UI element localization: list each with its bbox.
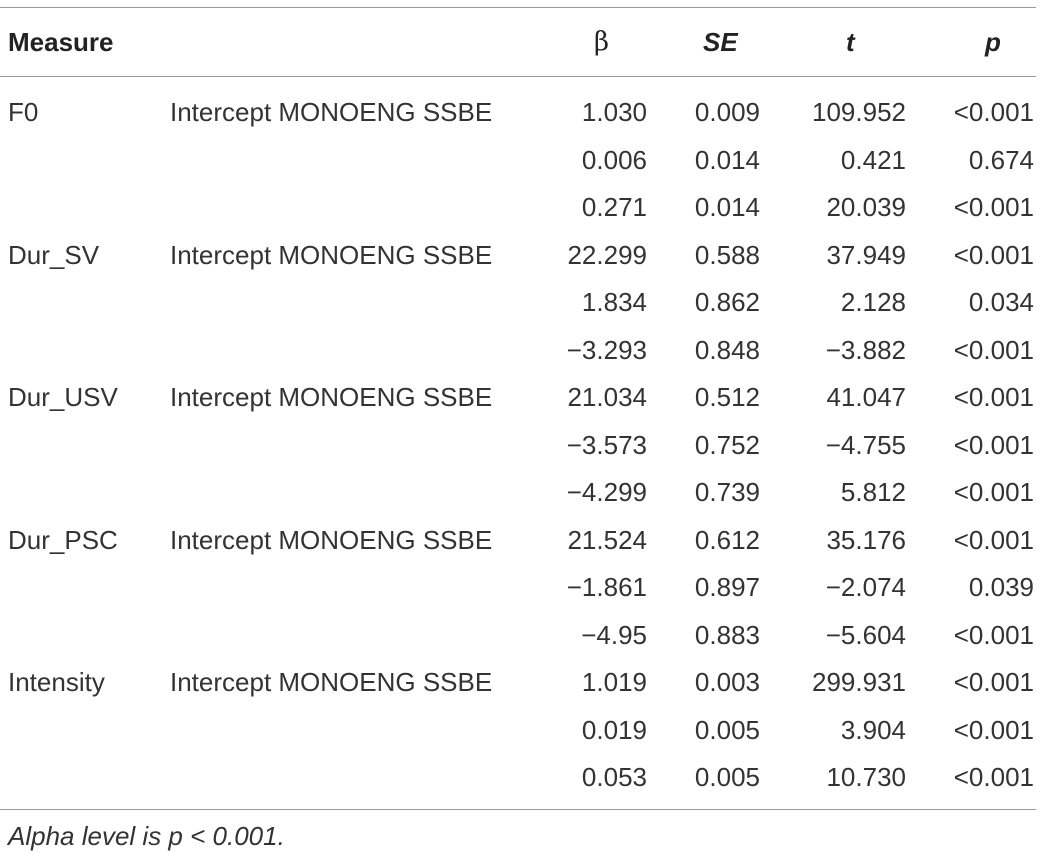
table-row: 0.019 0.005 3.904 <0.001 — [0, 707, 1042, 755]
table-header-row: Measure β SE t p — [0, 8, 1042, 76]
table-body: F0 Intercept MONOENG SSBE 1.030 0.009 109.95… — [0, 89, 1042, 802]
table-row: −3.293 0.848 −3.882 <0.001 — [0, 327, 1042, 375]
cell-t: 299.931 — [812, 667, 906, 697]
cell-term: Intercept MONOENG SSBE — [170, 667, 493, 697]
cell-p: <0.001 — [953, 192, 1034, 222]
cell-p: <0.001 — [953, 382, 1034, 412]
cell-term: Intercept MONOENG SSBE — [170, 524, 493, 555]
cell-p: 0.039 — [968, 572, 1034, 602]
header-measure: Measure — [8, 27, 114, 57]
cell-measure: Dur_USV — [8, 382, 118, 412]
table-row: −4.95 0.883 −5.604 <0.001 — [0, 612, 1042, 660]
header-beta: β — [594, 27, 610, 57]
header-se: SE — [703, 27, 738, 57]
table-top-rule — [0, 7, 1036, 8]
table-row: 0.271 0.014 20.039 <0.001 — [0, 184, 1042, 232]
header-p: p — [985, 27, 1001, 57]
cell-term: Intercept MONOENG SSBE — [170, 239, 493, 270]
cell-t: 35.176 — [826, 524, 906, 555]
cell-t: 3.904 — [840, 714, 906, 745]
cell-beta: −4.299 — [566, 477, 647, 507]
cell-se: 0.739 — [694, 477, 760, 507]
cell-t: −3.882 — [825, 334, 906, 365]
cell-t: 0.421 — [840, 144, 906, 175]
cell-se: 0.512 — [694, 382, 760, 412]
cell-beta: 0.019 — [581, 714, 647, 745]
cell-se: 0.883 — [694, 619, 760, 650]
table-row: F0 Intercept MONOENG SSBE 1.030 0.009 109.95… — [0, 89, 1042, 137]
cell-p: <0.001 — [953, 714, 1034, 745]
cell-beta: 21.524 — [567, 524, 647, 555]
cell-p: <0.001 — [953, 334, 1034, 365]
table-row: −3.573 0.752 −4.755 <0.001 — [0, 422, 1042, 470]
table-row: Dur_PSC Intercept MONOENG SSBE 21.524 0.612… — [0, 517, 1042, 565]
cell-se: 0.588 — [694, 239, 760, 270]
table-row: −1.861 0.897 −2.074 0.039 — [0, 564, 1042, 612]
table-footnote: Alpha level is p < 0.001. — [8, 821, 285, 851]
cell-beta: 21.034 — [567, 382, 647, 412]
cell-se: 0.752 — [694, 429, 760, 460]
cell-beta: −3.573 — [566, 429, 647, 460]
cell-p: 0.034 — [968, 287, 1034, 317]
table-row: Intensity Intercept MONOENG SSBE 1.019 0.00… — [0, 659, 1042, 707]
cell-measure: Intensity — [8, 667, 105, 697]
cell-se: 0.862 — [694, 287, 760, 317]
cell-t: 37.949 — [826, 239, 906, 270]
cell-p: <0.001 — [953, 619, 1034, 650]
cell-p: <0.001 — [953, 97, 1034, 127]
cell-beta: −3.293 — [566, 334, 647, 365]
cell-beta: −4.95 — [581, 619, 647, 650]
cell-p: <0.001 — [953, 477, 1034, 507]
cell-t: 109.952 — [812, 97, 906, 127]
cell-term: Intercept MONOENG SSBE — [170, 382, 493, 412]
cell-p: <0.001 — [953, 429, 1034, 460]
cell-se: 0.014 — [694, 144, 760, 175]
table-row: 0.053 0.005 10.730 <0.001 — [0, 754, 1042, 802]
cell-term: Intercept MONOENG SSBE — [170, 97, 493, 127]
cell-measure: F0 — [8, 97, 39, 127]
cell-measure: Dur_SV — [8, 239, 100, 270]
cell-beta: −1.861 — [566, 572, 647, 602]
header-t: t — [846, 27, 855, 57]
cell-t: −5.604 — [825, 619, 906, 650]
cell-p: <0.001 — [953, 762, 1034, 792]
table-row: 1.834 0.862 2.128 0.034 — [0, 279, 1042, 327]
cell-t: 2.128 — [840, 287, 906, 317]
cell-t: 20.039 — [826, 192, 906, 222]
table-row: 0.006 0.014 0.421 0.674 — [0, 137, 1042, 185]
cell-beta: 0.053 — [581, 762, 647, 792]
table-header-rule — [0, 76, 1036, 77]
table-bottom-rule — [0, 809, 1036, 810]
cell-measure: Dur_PSC — [8, 524, 118, 555]
cell-se: 0.897 — [694, 572, 760, 602]
table-row: Dur_SV Intercept MONOENG SSBE 22.299 0.588 3… — [0, 232, 1042, 280]
cell-se: 0.005 — [694, 762, 760, 792]
cell-p: <0.001 — [953, 239, 1034, 270]
cell-p: 0.674 — [968, 144, 1034, 175]
table-row: −4.299 0.739 5.812 <0.001 — [0, 469, 1042, 517]
cell-se: 0.003 — [694, 667, 760, 697]
cell-beta: 0.006 — [581, 144, 647, 175]
cell-beta: 0.271 — [581, 192, 647, 222]
cell-p: <0.001 — [953, 667, 1034, 697]
cell-t: 10.730 — [826, 762, 906, 792]
cell-t: −2.074 — [825, 572, 906, 602]
cell-t: −4.755 — [825, 429, 906, 460]
cell-beta: 1.019 — [581, 667, 647, 697]
cell-se: 0.848 — [694, 334, 760, 365]
cell-beta: 1.834 — [581, 287, 647, 317]
cell-se: 0.005 — [694, 714, 760, 745]
cell-p: <0.001 — [953, 524, 1034, 555]
cell-t: 41.047 — [826, 382, 906, 412]
cell-t: 5.812 — [840, 477, 906, 507]
cell-se: 0.014 — [694, 192, 760, 222]
cell-se: 0.612 — [694, 524, 760, 555]
cell-se: 0.009 — [694, 97, 760, 127]
cell-beta: 1.030 — [581, 97, 647, 127]
cell-beta: 22.299 — [567, 239, 647, 270]
table-row: Dur_USV Intercept MONOENG SSBE 21.034 0.512… — [0, 374, 1042, 422]
